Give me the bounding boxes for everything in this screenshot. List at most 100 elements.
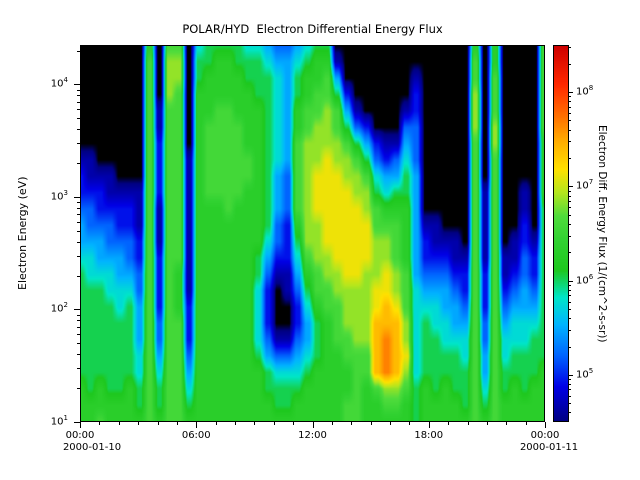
y-tick-label: 102 [50, 301, 68, 315]
x-minor-tick [525, 422, 527, 425]
y-minor-tick [77, 143, 80, 145]
y-minor-tick [77, 343, 80, 345]
x-axis-date-end: 2000-01-11 [519, 442, 579, 453]
y-minor-tick [77, 320, 80, 322]
x-major-tick [545, 422, 546, 428]
y-minor-tick [77, 334, 80, 336]
x-minor-tick [99, 422, 101, 425]
x-major-tick [428, 422, 430, 428]
y-major-tick [74, 196, 80, 198]
colorbar-minor-tick [569, 158, 571, 159]
colorbar-minor-tick [569, 235, 571, 237]
y-minor-tick [77, 95, 80, 97]
colorbar-minor-tick [569, 318, 571, 320]
x-minor-tick [409, 422, 411, 425]
x-minor-tick [370, 422, 372, 425]
colorbar-minor-tick [569, 96, 571, 98]
y-minor-tick [77, 50, 80, 52]
spectrogram-canvas [80, 45, 545, 422]
colorbar-minor-tick [569, 403, 571, 405]
y-minor-tick [77, 241, 80, 243]
x-tick-label: 06:00 [181, 430, 211, 441]
y-minor-tick [77, 221, 80, 223]
colorbar-major-tick [569, 92, 573, 94]
colorbar-tick-label: 105 [576, 366, 594, 381]
colorbar-minor-tick [569, 329, 571, 331]
colorbar-minor-tick [569, 395, 571, 397]
colorbar-minor-tick [569, 120, 571, 122]
y-minor-tick [77, 326, 80, 328]
colorbar-tick-label: 107 [576, 178, 594, 192]
y-minor-tick [77, 163, 80, 165]
y-major-tick [74, 422, 80, 423]
colorbar-minor-tick [569, 141, 571, 143]
y-tick-label: 103 [50, 188, 68, 203]
y-minor-tick [77, 207, 80, 209]
y-axis-label: Electron Energy (eV) [16, 176, 29, 291]
colorbar-minor-tick [569, 207, 571, 209]
y-minor-tick [77, 101, 80, 103]
colorbar-canvas [553, 45, 569, 422]
colorbar-minor-tick [569, 200, 571, 202]
x-minor-tick [331, 422, 333, 425]
y-minor-tick [77, 109, 80, 111]
colorbar-minor-tick [569, 346, 571, 348]
colorbar-major-tick [569, 280, 573, 282]
x-tick-label: 12:00 [298, 430, 327, 441]
y-major-tick [74, 84, 80, 86]
x-minor-tick [235, 422, 236, 425]
x-tick-label: 00:00 [65, 430, 95, 441]
colorbar-label: Electron Diff. Energy Flux (1/(cm^2-s-sr… [596, 124, 608, 343]
colorbar-minor-tick [569, 47, 571, 49]
colorbar-minor-tick [569, 389, 571, 391]
x-minor-tick [138, 422, 140, 425]
colorbar-minor-tick [569, 106, 571, 108]
colorbar-tick-label: 108 [576, 84, 594, 98]
colorbar-minor-tick [569, 101, 571, 103]
colorbar-minor-tick [569, 252, 571, 254]
colorbar-minor-tick [569, 295, 571, 297]
x-major-tick [80, 422, 81, 428]
x-minor-tick [351, 422, 353, 425]
x-major-tick [312, 422, 314, 428]
y-minor-tick [77, 314, 80, 316]
colorbar-minor-tick [569, 195, 571, 197]
y-minor-tick [77, 89, 80, 91]
x-minor-tick [273, 422, 275, 425]
colorbar-tick-label: 106 [576, 272, 594, 286]
colorbar-minor-tick [569, 223, 571, 225]
y-minor-tick [77, 129, 80, 131]
colorbar-minor-tick [569, 412, 571, 414]
x-minor-tick [448, 422, 450, 425]
x-tick-label: 18:00 [414, 430, 444, 441]
x-minor-tick [215, 422, 217, 425]
x-minor-tick [506, 422, 508, 425]
x-minor-tick [254, 422, 256, 425]
x-minor-tick [486, 422, 488, 425]
y-major-tick [74, 309, 80, 311]
x-tick-label: 00:00 [530, 430, 560, 441]
colorbar-major-tick [569, 374, 573, 376]
chart-title: POLAR/HYD Electron Differential Energy F… [182, 22, 443, 36]
x-minor-tick [157, 422, 159, 425]
colorbar-minor-tick [569, 284, 571, 286]
y-minor-tick [77, 230, 80, 232]
y-tick-label: 101 [50, 414, 68, 428]
y-minor-tick [77, 275, 80, 277]
colorbar-minor-tick [569, 308, 571, 310]
y-minor-tick [77, 354, 80, 356]
colorbar-minor-tick [569, 63, 571, 65]
colorbar-minor-tick [569, 214, 571, 216]
x-minor-tick [118, 422, 120, 425]
colorbar-minor-tick [569, 190, 571, 192]
y-minor-tick [77, 118, 80, 120]
y-minor-tick [77, 388, 80, 390]
colorbar-major-tick [569, 186, 573, 188]
y-minor-tick [77, 255, 80, 257]
x-minor-tick [176, 422, 178, 425]
colorbar-minor-tick [569, 379, 571, 381]
x-major-tick [196, 422, 198, 428]
colorbar-minor-tick [569, 384, 571, 385]
y-minor-tick [77, 368, 80, 370]
